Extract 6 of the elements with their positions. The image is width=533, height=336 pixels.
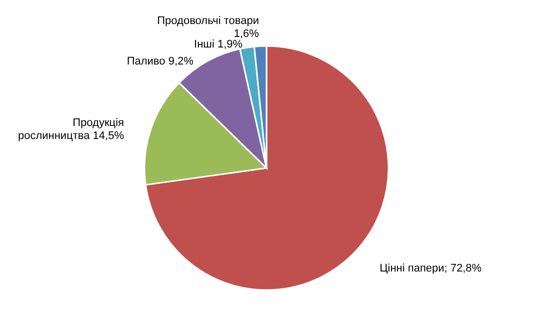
data-label: 1,6% (234, 28, 260, 40)
slice-label: Продукція рослинництва 14,5% (18, 117, 124, 142)
slice-label: Цінні папери; 72,8% (380, 262, 482, 274)
slice-label: Продовольчі товари (157, 15, 259, 27)
slice-label: Інші 1,9% (194, 38, 243, 50)
slice-label: Паливо 9,2% (126, 56, 194, 68)
